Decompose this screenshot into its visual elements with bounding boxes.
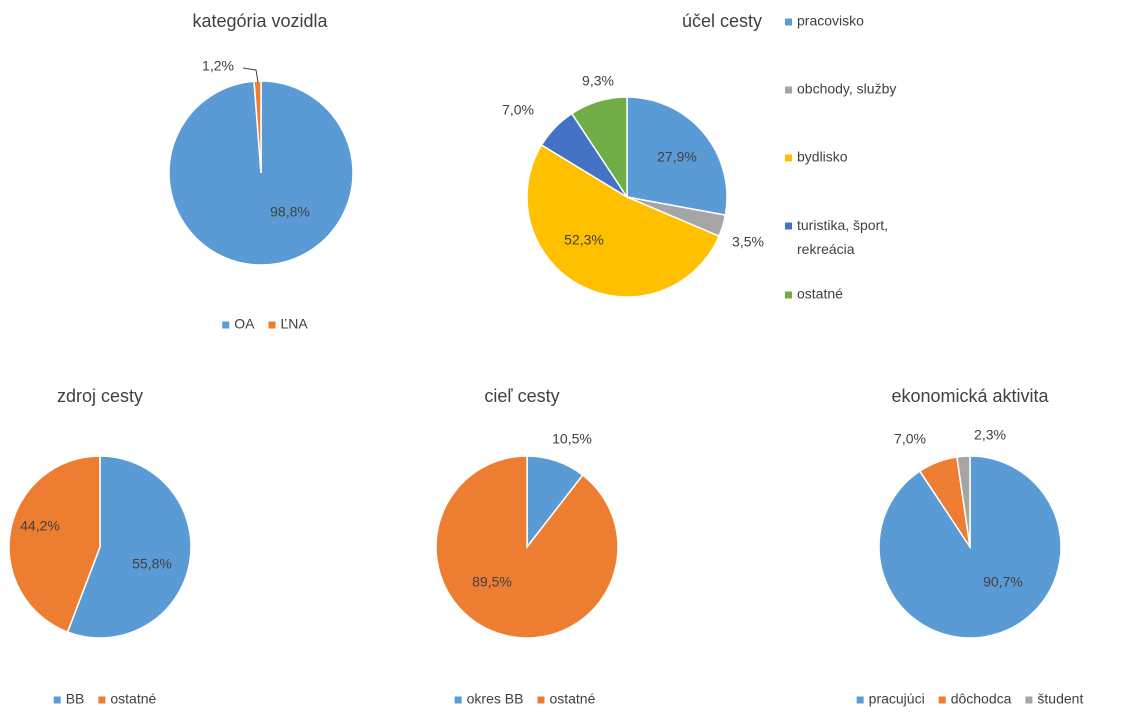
- data-label: 1,2%: [202, 58, 234, 74]
- data-label: 98,8%: [270, 204, 310, 220]
- data-label: 3,5%: [732, 234, 764, 250]
- data-label: 7,0%: [894, 431, 926, 447]
- legend-label: pracovisko: [797, 13, 864, 29]
- chart-title: zdroj cesty: [57, 386, 143, 406]
- legend: BB ostatné: [53, 691, 157, 707]
- pie-slice: [570, 96, 628, 200]
- legend: okres BB ostatné: [454, 691, 596, 707]
- legend-label: pracujúci: [869, 691, 925, 707]
- legend-swatch: [222, 321, 230, 329]
- data-label: 44,2%: [20, 518, 60, 534]
- legend-line: turistika, šport,: [797, 217, 888, 233]
- legend-swatch: [938, 696, 946, 704]
- data-label: 10,5%: [552, 431, 592, 447]
- legend-swatch: [856, 696, 864, 704]
- data-label: 27,9%: [657, 149, 697, 165]
- pie-slice: [626, 96, 728, 216]
- legend-swatch: [98, 696, 106, 704]
- legend-label: turistika, šport, rekreácia: [797, 217, 888, 257]
- data-label: 52,3%: [564, 232, 604, 248]
- legend-label: OA: [234, 316, 255, 332]
- data-label: 9,3%: [582, 73, 614, 89]
- pie-slice: [435, 455, 619, 639]
- legend-swatch: [785, 222, 792, 230]
- legend-label: obchody, služby: [797, 81, 896, 97]
- legend-swatch: [53, 696, 61, 704]
- data-label: 55,8%: [132, 556, 172, 572]
- legend-label: ostatné: [549, 691, 595, 707]
- legend-label: BB: [66, 691, 85, 707]
- chart-title: kategória vozidla: [192, 11, 328, 31]
- chart-title: ekonomická aktivita: [891, 386, 1049, 406]
- legend-swatch: [785, 291, 792, 299]
- legend-swatch: [785, 18, 792, 26]
- legend-swatch: [537, 696, 545, 704]
- legend-label: ostatné: [110, 691, 156, 707]
- legend-swatch: [454, 696, 462, 704]
- pie-slice: [66, 455, 192, 639]
- legend-line: rekreácia: [797, 241, 855, 257]
- legend-label: bydlisko: [797, 149, 848, 165]
- pie-slice: [8, 455, 101, 633]
- chart-title: cieľ cesty: [484, 386, 559, 406]
- legend-swatch: [268, 321, 276, 329]
- legend-label: ostatné: [797, 286, 843, 302]
- data-label: 89,5%: [472, 574, 512, 590]
- legend-swatch: [785, 86, 792, 94]
- chart-title: účel cesty: [682, 11, 762, 31]
- legend-swatch: [785, 154, 792, 162]
- legend-label: okres BB: [467, 691, 524, 707]
- legend-label: dôchodca: [951, 691, 1012, 707]
- pie-slice: [526, 143, 721, 298]
- legend: pracujúci dôchodca študent: [856, 691, 1083, 707]
- leader-line: [242, 67, 259, 83]
- pie-slice: [956, 455, 971, 548]
- legend-label: ĽNA: [281, 316, 309, 332]
- legend-label: študent: [1037, 691, 1083, 707]
- legend: OA ĽNA: [222, 316, 308, 332]
- data-label: 7,0%: [502, 102, 534, 118]
- data-label: 90,7%: [983, 574, 1023, 590]
- legend-swatch: [1025, 696, 1033, 704]
- data-label: 2,3%: [974, 427, 1006, 443]
